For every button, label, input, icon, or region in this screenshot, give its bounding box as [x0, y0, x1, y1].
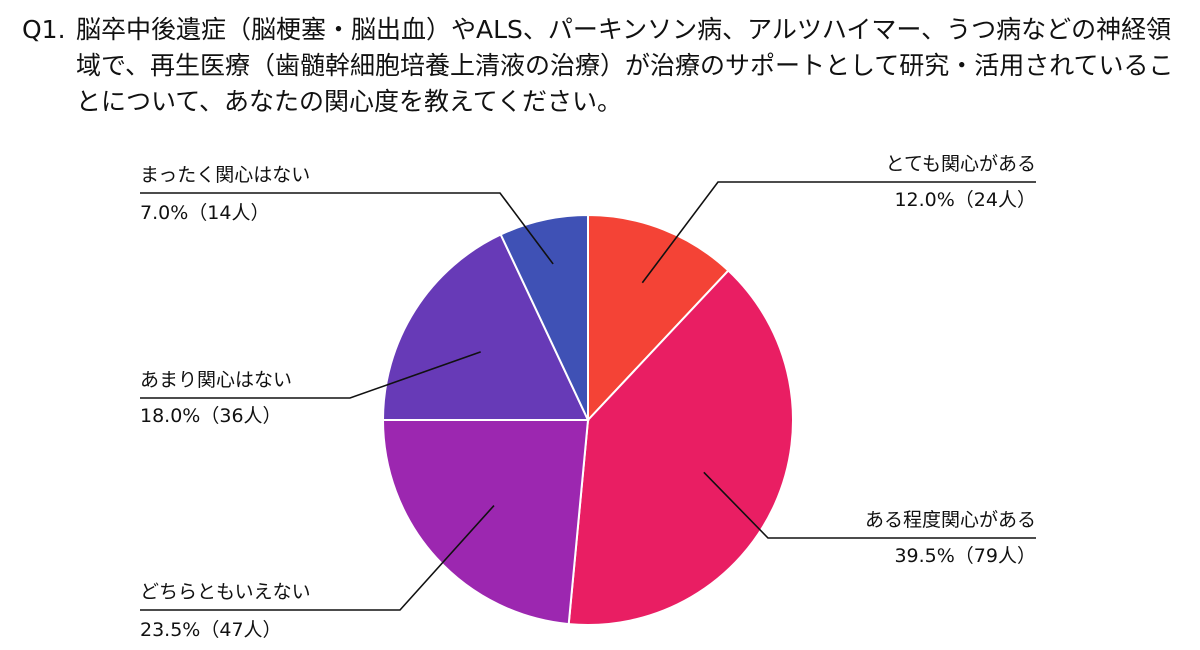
question-text: 脳卒中後遺症（脳梗塞・脳出血）やALS、パーキンソン病、アルツハイマー、うつ病な… — [76, 15, 1174, 116]
slice-label: どちらともいえない — [140, 581, 311, 603]
pie-slices — [381, 213, 794, 626]
leader-line — [140, 505, 495, 611]
pie-slice — [381, 419, 590, 626]
slice-value-label: 18.0%（36人） — [140, 405, 282, 427]
slice-value-label: 39.5%（79人） — [894, 545, 1036, 567]
slice-value-label: 7.0%（14人） — [140, 202, 269, 224]
slice-value-label: 23.5%（47人） — [140, 619, 282, 641]
pie-slice — [567, 269, 794, 626]
slice-value-label: 12.0%（24人） — [894, 189, 1036, 211]
pie-slice — [381, 233, 590, 421]
leader-line — [140, 351, 481, 399]
pie-labels: とても関心がある 12.0%（24人） ある程度関心がある 39.5%（79人） どちら… — [140, 153, 1036, 641]
pie-slice — [587, 213, 730, 423]
question-number: Q1. — [22, 15, 66, 44]
leader-line — [140, 192, 554, 265]
slice-label: とても関心がある — [886, 153, 1036, 175]
question-title: Q1. 脳卒中後遺症（脳梗塞・脳出血）やALS、パーキンソン病、アルツハイマー、… — [22, 12, 1192, 120]
slice-label: あまり関心はない — [140, 369, 292, 391]
leader-line — [703, 471, 1036, 539]
leader-line — [641, 181, 1036, 284]
slice-label: まったく関心はない — [140, 164, 310, 186]
pie-slice — [499, 213, 589, 421]
slice-label: ある程度関心がある — [865, 509, 1036, 531]
